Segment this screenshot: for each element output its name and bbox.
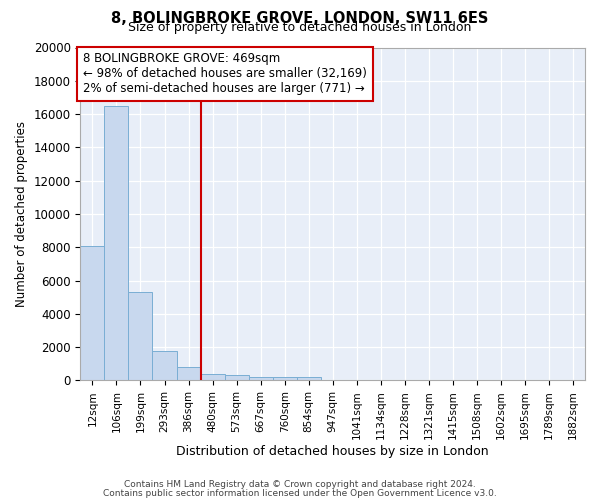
Bar <box>296 377 320 380</box>
Text: Contains HM Land Registry data © Crown copyright and database right 2024.: Contains HM Land Registry data © Crown c… <box>124 480 476 489</box>
Bar <box>128 292 152 380</box>
Bar <box>248 377 272 380</box>
Text: Contains public sector information licensed under the Open Government Licence v3: Contains public sector information licen… <box>103 488 497 498</box>
Text: 8 BOLINGBROKE GROVE: 469sqm
← 98% of detached houses are smaller (32,169)
2% of : 8 BOLINGBROKE GROVE: 469sqm ← 98% of det… <box>83 52 367 96</box>
Bar <box>80 246 104 380</box>
Bar <box>104 106 128 380</box>
X-axis label: Distribution of detached houses by size in London: Distribution of detached houses by size … <box>176 444 489 458</box>
Bar <box>272 377 296 380</box>
Text: 8, BOLINGBROKE GROVE, LONDON, SW11 6ES: 8, BOLINGBROKE GROVE, LONDON, SW11 6ES <box>112 11 488 26</box>
Bar <box>200 374 224 380</box>
Bar <box>176 367 200 380</box>
Y-axis label: Number of detached properties: Number of detached properties <box>15 121 28 307</box>
Bar <box>224 376 248 380</box>
Text: Size of property relative to detached houses in London: Size of property relative to detached ho… <box>128 21 472 34</box>
Bar <box>152 350 176 380</box>
